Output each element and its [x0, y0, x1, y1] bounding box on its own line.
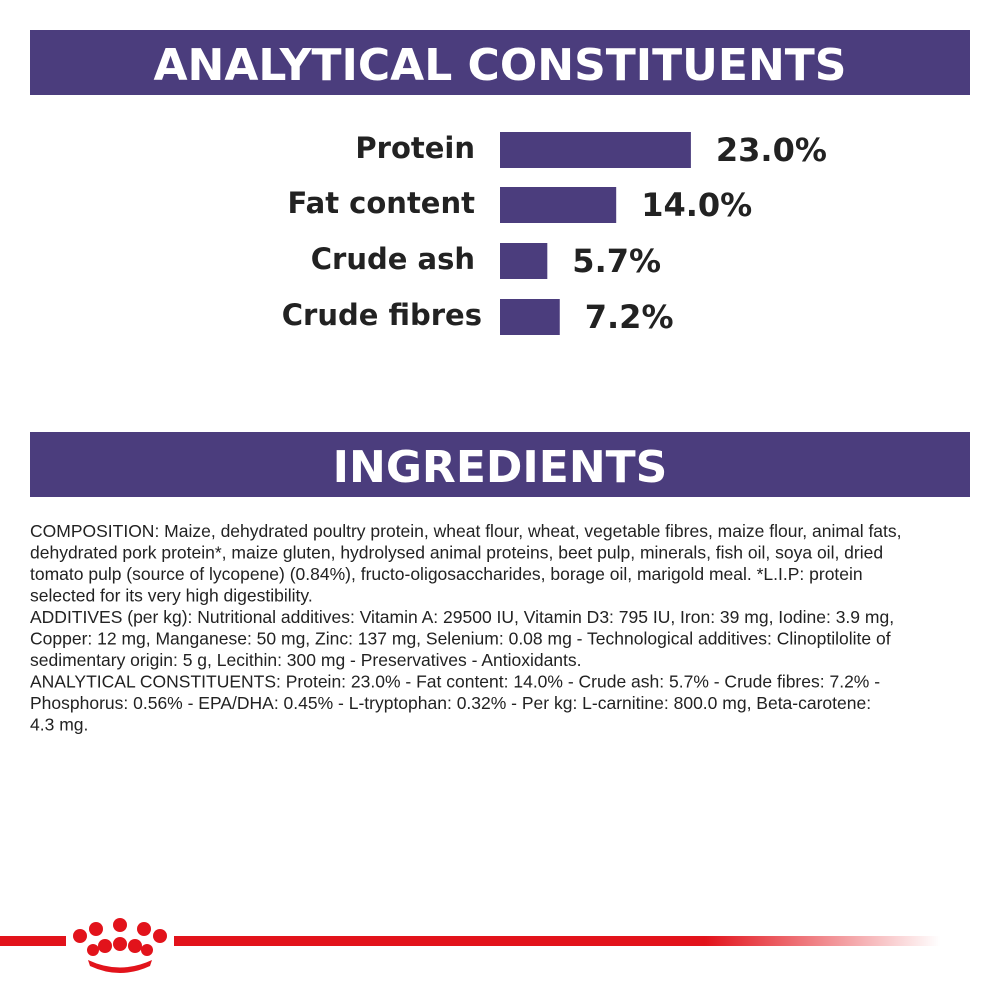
bar: [500, 187, 617, 223]
value-label: 23.0%: [716, 131, 827, 169]
ingredients-line: selected for its very high digestibility…: [30, 586, 313, 606]
category-label: Protein: [355, 131, 475, 165]
ingredients-text: COMPOSITION: Maize, dehydrated poultry p…: [30, 521, 902, 735]
category-label: Crude ash: [311, 242, 475, 276]
ingredients-line: tomato pulp (source of lycopene) (0.84%)…: [30, 564, 863, 584]
ingredients-line: sedimentary origin: 5 g, Lecithin: 300 m…: [30, 650, 582, 670]
ingredients-line: ANALYTICAL CONSTITUENTS: Protein: 23.0% …: [30, 672, 880, 692]
category-label: Fat content: [288, 186, 476, 220]
value-label: 7.2%: [585, 298, 674, 336]
category-label: Crude fibres: [282, 298, 482, 332]
ingredients-line: ADDITIVES (per kg): Nutritional additive…: [30, 607, 894, 627]
header-band: [30, 432, 970, 497]
ingredients-line: COMPOSITION: Maize, dehydrated poultry p…: [30, 521, 902, 541]
bar: [500, 132, 691, 168]
header-band: [30, 30, 970, 95]
value-label: 14.0%: [641, 186, 752, 224]
value-label: 5.7%: [572, 242, 661, 280]
chart-title: ANALYTICAL CONSTITUENTS: [154, 40, 847, 91]
brand-logo: [66, 918, 174, 973]
ingredients-line: Phosphorus: 0.56% - EPA/DHA: 0.45% - L-t…: [30, 693, 871, 713]
ingredients-line: dehydrated pork protein*, maize gluten, …: [30, 543, 883, 563]
bar: [500, 243, 548, 279]
ingredients-line: Copper: 12 mg, Manganese: 50 mg, Zinc: 1…: [30, 629, 891, 649]
brand-line: [0, 936, 940, 946]
section-title: INGREDIENTS: [333, 442, 668, 493]
ingredients-line: 4.3 mg.: [30, 715, 88, 735]
bar: [500, 299, 560, 335]
